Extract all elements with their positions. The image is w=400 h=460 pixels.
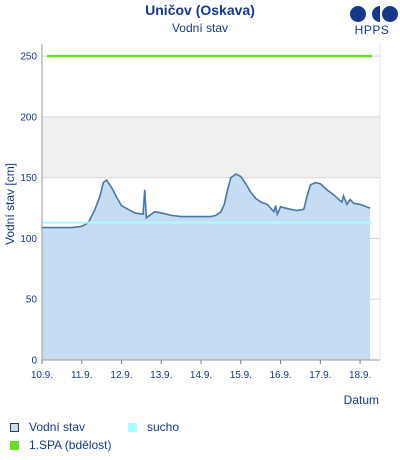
background-band (42, 116, 380, 178)
y-tick-label: 0 (31, 356, 37, 367)
x-tick-label: 11.9. (71, 370, 93, 381)
water-swatch (10, 422, 19, 432)
x-axis-title: Datum (344, 393, 379, 407)
y-tick-label: 50 (26, 295, 38, 306)
y-tick-label: 150 (20, 173, 37, 184)
x-tick-label: 12.9. (110, 370, 132, 381)
x-tick-label: 13.9. (150, 370, 172, 381)
legend: Vodní stav sucho 1.SPA (bdělost) (10, 420, 390, 456)
x-tick-label: 10.9. (31, 370, 53, 381)
legend-item-water: Vodní stav (10, 420, 85, 434)
y-tick-label: 250 (20, 52, 37, 63)
chart-subtitle: Vodní stav (171, 21, 229, 35)
chart-title: Uničov (Oskava) (145, 2, 255, 18)
x-tick-label: 18.9. (349, 370, 371, 381)
y-tick-label: 100 (20, 234, 37, 245)
y-axis-title: Vodní stav [cm] (3, 163, 17, 245)
legend-drought-label: sucho (147, 420, 180, 434)
drought-swatch (128, 422, 137, 432)
x-tick-label: 15.9. (230, 370, 252, 381)
water-level-line (42, 173, 371, 229)
hpps-logo (350, 6, 398, 22)
x-tick-label: 17.9. (309, 370, 331, 381)
hpps-logo-text: HPPS (354, 23, 390, 37)
x-tick-label: 14.9. (190, 370, 212, 381)
water-level-area (42, 174, 371, 360)
y-tick-label: 200 (20, 112, 37, 123)
x-tick-label: 16.9. (269, 370, 291, 381)
legend-spa1-label: 1.SPA (bdělost) (29, 438, 112, 452)
water-level-chart: 0 50 100 150 200 250 10.9. 11.9. 12.9. 13.9. 14.9.… (3, 44, 381, 407)
legend-water-label: Vodní stav (29, 420, 86, 434)
legend-item-drought: sucho (128, 420, 179, 434)
legend-item-spa1: 1.SPA (bdělost) (10, 438, 112, 452)
spa1-swatch (10, 440, 19, 450)
